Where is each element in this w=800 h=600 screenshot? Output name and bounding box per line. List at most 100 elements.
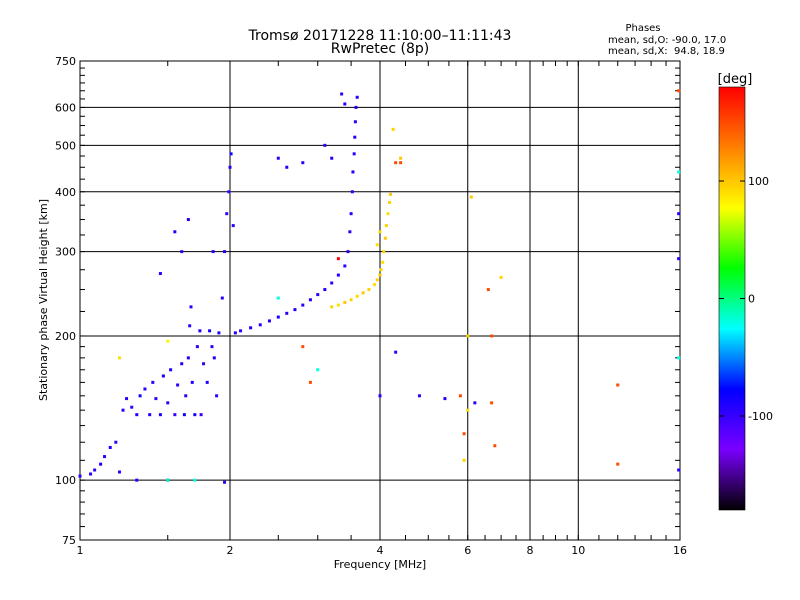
echo-point [158, 272, 162, 276]
echo-point [316, 368, 320, 372]
echo-point [354, 105, 358, 109]
echo-point [330, 156, 334, 160]
echo-point [462, 458, 466, 462]
echo-point [417, 394, 421, 398]
echo-point [330, 281, 334, 285]
x-tick-label: 2 [227, 544, 234, 557]
echo-point [215, 394, 219, 398]
echo-point [343, 264, 347, 268]
colorbar-ticks: 100 0 -100 [719, 175, 773, 423]
echo-point [130, 405, 134, 409]
y-tick-label: 400 [55, 186, 76, 199]
echo-point [135, 478, 139, 482]
echo-point [330, 305, 334, 309]
echo-point [394, 161, 398, 165]
echo-point [301, 303, 305, 307]
echo-point [473, 401, 477, 405]
axis-ticks [79, 60, 681, 540]
echo-point [121, 408, 125, 412]
echo-point [616, 462, 620, 466]
echo-point [193, 413, 197, 417]
echo-point [486, 288, 490, 292]
y-tick-label: 200 [55, 330, 76, 343]
echo-point [114, 440, 118, 444]
echo-point [367, 288, 371, 292]
echo-point [375, 243, 379, 247]
echo-point [443, 397, 447, 401]
echo-point [199, 413, 203, 417]
colorbar-tick-label: -100 [748, 410, 773, 423]
y-tick-label: 750 [55, 55, 76, 68]
echo-point [381, 260, 385, 264]
echo-point [394, 350, 398, 354]
x-axis-label: Frequency [MHz] [334, 558, 426, 571]
echo-point [148, 413, 152, 417]
echo-point [225, 212, 229, 216]
echo-point [466, 334, 470, 338]
echo-point [212, 356, 216, 360]
colorbar-tick-label: 100 [748, 175, 769, 188]
echo-point [616, 383, 620, 387]
echo-point [176, 383, 180, 387]
echo-point [205, 380, 209, 384]
echo-point [184, 394, 188, 398]
echo-point [353, 135, 357, 139]
echo-point [379, 268, 383, 272]
x-tick-label: 6 [464, 544, 471, 557]
echo-point [195, 345, 199, 349]
echo-point [458, 394, 462, 398]
echo-point [355, 95, 359, 99]
echo-point [323, 288, 327, 292]
echo-point [349, 298, 353, 302]
echo-point [267, 319, 271, 323]
echo-point [308, 380, 312, 384]
echo-point [677, 257, 681, 261]
x-tick-label: 4 [377, 544, 384, 557]
echo-point [391, 127, 395, 131]
x-tick-label: 8 [527, 544, 534, 557]
grid-lines [80, 61, 680, 540]
echo-point [353, 120, 357, 124]
echo-point [166, 478, 170, 482]
echo-point [166, 401, 170, 405]
chart-title: Tromsø 20171228 11:10:00–11:11:43 [248, 28, 512, 44]
echo-point [346, 250, 350, 254]
echo-point [189, 305, 193, 309]
echo-point [361, 291, 365, 295]
y-tick-label: 600 [55, 101, 76, 114]
echo-point [316, 293, 320, 297]
echo-point [151, 380, 155, 384]
echo-point [352, 152, 356, 156]
echo-point [388, 200, 392, 204]
echo-point [382, 250, 386, 254]
echo-point [343, 300, 347, 304]
echo-point [89, 472, 93, 476]
echo-point [217, 331, 221, 335]
y-axis-label: Stationary phase Virtual Height [km] [37, 199, 50, 401]
echo-point [301, 161, 305, 165]
echo-point [223, 480, 227, 484]
echo-point [355, 294, 359, 298]
echo-point [375, 278, 379, 282]
echo-point [677, 468, 681, 472]
echo-point [180, 250, 184, 254]
echo-point [202, 362, 206, 366]
echo-point [349, 212, 353, 216]
echo-point [466, 408, 470, 412]
echo-point [99, 462, 103, 466]
echo-point [103, 455, 107, 459]
echo-point [138, 394, 142, 398]
echo-point [677, 89, 681, 93]
echo-point [108, 445, 112, 449]
echo-point [223, 250, 227, 254]
echo-point [186, 356, 190, 360]
x-tick-labels: 1 2 4 6 8 10 16 [77, 544, 688, 557]
echo-point [186, 218, 190, 222]
echo-point [343, 102, 347, 106]
echo-point [173, 413, 177, 417]
echo-points [78, 89, 681, 484]
stats-x-mode: mean, sd,X: 94.8, 18.9 [608, 46, 725, 57]
echo-point [469, 195, 473, 199]
echo-point [386, 212, 390, 216]
